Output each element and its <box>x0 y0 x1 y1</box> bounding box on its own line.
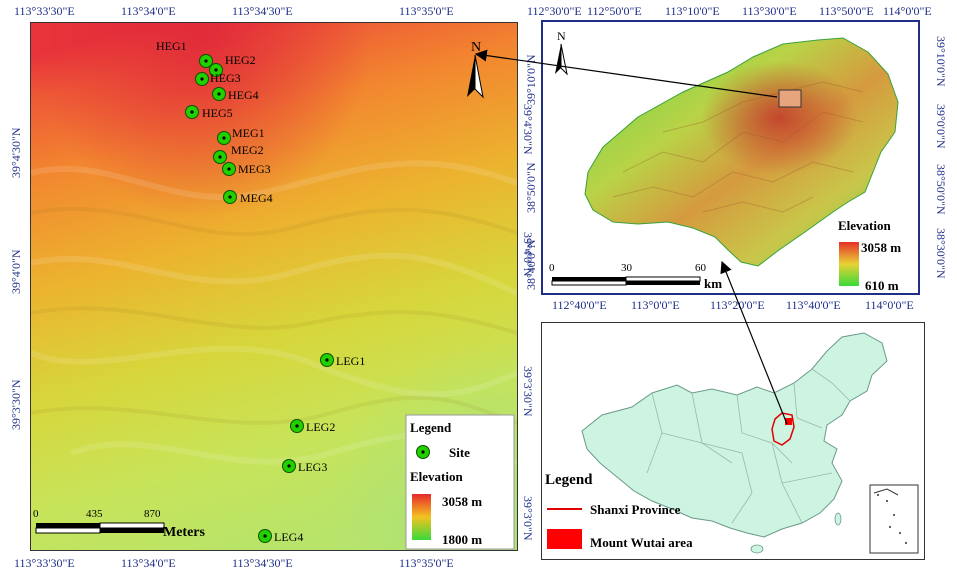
main-map: N HEG1 HEG2 HEG3 HEG4 <box>30 22 518 551</box>
svg-text:LEG4: LEG4 <box>274 530 303 544</box>
north-arrow-icon: N <box>467 40 484 99</box>
region-legend: Elevation 3058 m 610 m <box>838 218 901 293</box>
site-heg5[interactable]: HEG5 <box>185 105 233 121</box>
region-bottom-coord: 112°40'0"E <box>552 298 607 312</box>
svg-text:1800 m: 1800 m <box>442 532 482 547</box>
svg-text:Elevation: Elevation <box>838 218 891 233</box>
svg-text:LEG2: LEG2 <box>306 420 335 434</box>
site-heg3[interactable]: HEG3 <box>195 71 241 86</box>
site-leg3[interactable]: LEG3 <box>282 459 328 475</box>
region-top-coord: 112°30'0"E <box>527 4 582 18</box>
region-connector <box>720 260 788 425</box>
area-fill-legend-icon <box>547 529 582 549</box>
svg-text:MEG2: MEG2 <box>231 143 264 157</box>
svg-text:Mount Wutai area: Mount Wutai area <box>590 535 693 550</box>
main-bottom-coord: 113°34'30"E <box>232 556 293 570</box>
svg-text:HEG4: HEG4 <box>228 88 259 102</box>
shanxi-province-outline <box>771 412 795 446</box>
region-top-coord: 113°30'0"E <box>742 4 797 18</box>
svg-text:Meters: Meters <box>163 525 206 540</box>
region-bottom-coord: 113°0'0"E <box>631 298 680 312</box>
svg-text:HEG3: HEG3 <box>210 71 241 85</box>
main-bottom-coord: 113°34'0"E <box>121 556 176 570</box>
svg-text:LEG3: LEG3 <box>298 460 327 474</box>
main-bottom-coord: 113°33'30"E <box>14 556 75 570</box>
site-leg2[interactable]: LEG2 <box>290 419 336 435</box>
site-meg3[interactable]: MEG3 <box>222 162 271 176</box>
site-meg4[interactable]: MEG4 <box>223 190 273 206</box>
svg-text:3058 m: 3058 m <box>861 240 901 255</box>
site-leg4[interactable]: LEG4 <box>258 529 304 545</box>
mount-wutai-area-marker <box>785 418 792 425</box>
region-bottom-coord: 113°40'0"E <box>786 298 841 312</box>
region-top-coord: 114°0'0"E <box>883 4 932 18</box>
region-bottom-coord: 113°20'0"E <box>710 298 765 312</box>
svg-text:MEG4: MEG4 <box>240 191 273 205</box>
svg-text:60: 60 <box>695 262 707 274</box>
main-top-coord: 113°35'0"E <box>399 4 454 18</box>
site-markers: HEG1 HEG2 HEG3 HEG4 HEG5 MEG1 <box>156 39 365 544</box>
study-area-marker <box>778 89 802 108</box>
main-top-coord: 113°33'30"E <box>14 4 75 18</box>
site-heg2[interactable]: HEG2 <box>209 53 256 77</box>
main-top-coord: 113°34'0"E <box>121 4 176 18</box>
region-inset-canvas: N Elevation 3058 m 610 m 0 30 60 km <box>549 29 901 293</box>
china-outline <box>581 332 888 554</box>
svg-text:Legend: Legend <box>545 472 593 488</box>
svg-text:0: 0 <box>549 262 555 274</box>
china-inset-map: Legend Shanxi Province Mount Wutai area <box>541 322 925 560</box>
svg-text:HEG5: HEG5 <box>202 106 233 120</box>
svg-text:0: 0 <box>33 508 39 520</box>
svg-text:Shanxi Province: Shanxi Province <box>590 502 681 517</box>
svg-text:MEG3: MEG3 <box>238 162 271 176</box>
region-color-ramp <box>839 242 859 286</box>
south-china-sea-inset <box>869 484 919 554</box>
svg-text:LEG1: LEG1 <box>336 354 365 368</box>
region-scale-bar: 0 30 60 km <box>549 262 722 291</box>
region-inset-map: N Elevation 3058 m 610 m 0 30 60 km <box>541 20 920 295</box>
main-scale-bar: 0 435 870 Meters <box>33 508 206 540</box>
svg-text:870: 870 <box>144 508 161 520</box>
svg-text:HEG1: HEG1 <box>156 39 187 53</box>
region-bottom-coord: 114°0'0"E <box>865 298 914 312</box>
svg-text:N: N <box>557 29 566 43</box>
main-bottom-coord: 113°35'0"E <box>399 556 454 570</box>
svg-text:Elevation: Elevation <box>410 469 463 484</box>
svg-text:3058 m: 3058 m <box>442 494 482 509</box>
china-legend: Legend Shanxi Province Mount Wutai area <box>545 472 693 550</box>
region-terrain <box>584 37 899 267</box>
svg-text:N: N <box>471 40 481 55</box>
elevation-color-ramp <box>412 494 431 540</box>
svg-text:435: 435 <box>86 508 103 520</box>
china-inset-canvas: Legend Shanxi Province Mount Wutai area <box>545 332 919 554</box>
site-leg1[interactable]: LEG1 <box>320 353 366 369</box>
svg-text:Site: Site <box>449 445 470 460</box>
svg-text:km: km <box>704 276 722 291</box>
main-top-coord: 113°34'30"E <box>232 4 293 18</box>
svg-text:HEG2: HEG2 <box>225 53 256 67</box>
main-map-canvas: N HEG1 HEG2 HEG3 HEG4 <box>31 23 517 550</box>
svg-text:Legend: Legend <box>410 420 452 435</box>
region-top-coord: 113°50'0"E <box>819 4 874 18</box>
site-heg1[interactable]: HEG1 <box>156 39 213 68</box>
study-area-connector <box>474 49 778 98</box>
svg-text:MEG1: MEG1 <box>232 126 265 140</box>
svg-text:610 m: 610 m <box>865 278 899 293</box>
site-meg2[interactable]: MEG2 <box>213 143 264 164</box>
region-top-coord: 112°50'0"E <box>587 4 642 18</box>
site-heg4[interactable]: HEG4 <box>212 87 259 103</box>
main-legend: Legend Site Elevation 3058 m 1800 m <box>405 414 515 550</box>
site-meg1[interactable]: MEG1 <box>217 126 265 145</box>
region-top-coord: 113°10'0"E <box>665 4 720 18</box>
svg-text:30: 30 <box>621 262 633 274</box>
